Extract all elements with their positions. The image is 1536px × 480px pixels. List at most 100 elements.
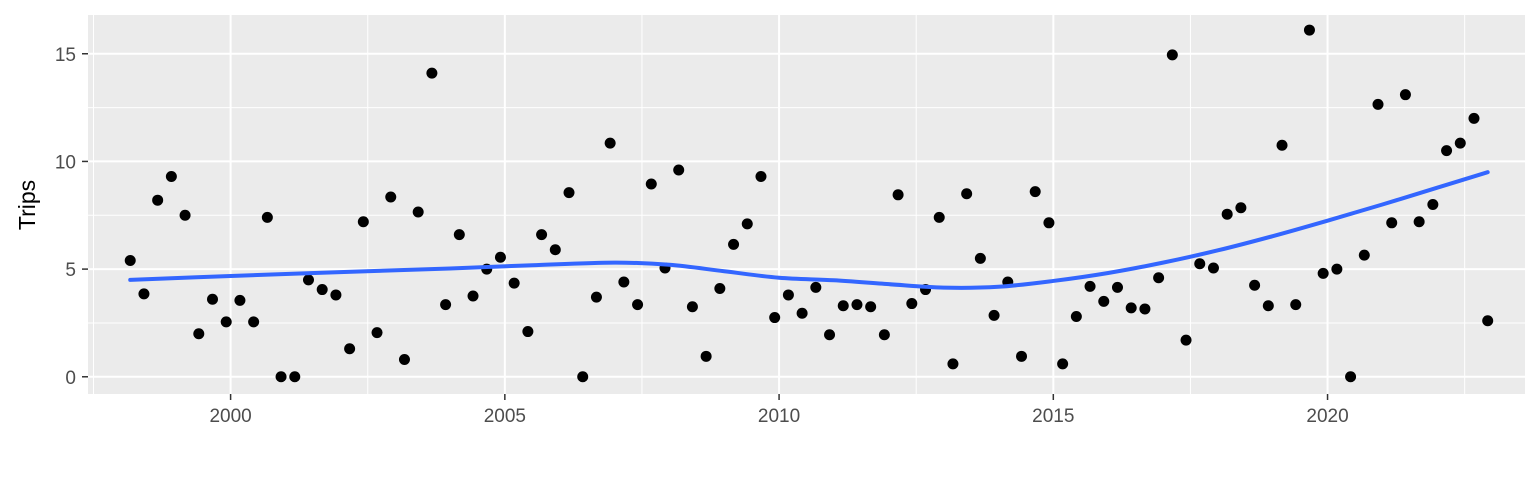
y-axis: 0 5 10 15 (55, 45, 88, 389)
data-point (357, 216, 369, 228)
data-point (152, 194, 164, 206)
data-points (124, 24, 1494, 383)
data-point (1153, 272, 1165, 284)
data-point (124, 254, 136, 266)
data-point (330, 289, 342, 301)
x-tick-label: 2015 (1032, 406, 1074, 427)
y-tick-label: 0 (65, 368, 76, 389)
data-point (1125, 302, 1137, 314)
data-point (1441, 145, 1453, 157)
data-point (1468, 112, 1480, 124)
data-point (1057, 358, 1069, 370)
data-point (1358, 249, 1370, 261)
data-point (1098, 295, 1110, 307)
data-point (577, 371, 589, 383)
data-point (1331, 263, 1343, 275)
x-tick-label: 2020 (1306, 406, 1348, 427)
data-point (508, 277, 520, 289)
data-point (1249, 279, 1261, 291)
plot-panel (88, 15, 1525, 394)
data-point (440, 299, 452, 311)
data-point (549, 244, 561, 256)
data-point (467, 290, 479, 302)
data-point (1454, 137, 1466, 149)
data-point (1399, 89, 1411, 101)
data-point (1317, 267, 1329, 279)
data-point (1482, 315, 1494, 327)
data-point (1427, 199, 1439, 210)
x-tick-label: 2005 (484, 406, 526, 427)
data-point (1139, 303, 1151, 315)
data-point (604, 137, 616, 149)
data-point (1303, 24, 1315, 36)
x-tick-label: 2010 (758, 406, 800, 427)
data-point (1084, 280, 1096, 292)
y-tick-label: 15 (55, 45, 76, 66)
data-point (1043, 217, 1055, 229)
data-point (673, 164, 685, 176)
data-point (248, 316, 260, 328)
data-point (138, 288, 150, 300)
data-point (522, 326, 534, 338)
data-point (344, 343, 356, 355)
data-point (1166, 49, 1178, 61)
data-point (1070, 310, 1082, 322)
data-point (398, 354, 410, 366)
data-point (947, 358, 959, 370)
data-point (220, 316, 232, 328)
data-point (645, 178, 657, 190)
data-point (1235, 202, 1247, 214)
data-point (906, 298, 918, 310)
y-tick-label: 10 (55, 152, 76, 173)
data-point (1221, 208, 1233, 220)
data-point (165, 171, 177, 183)
data-point (193, 328, 205, 340)
data-point (714, 282, 726, 294)
data-point (207, 293, 219, 305)
data-point (618, 276, 630, 288)
data-point (878, 329, 890, 341)
data-point (933, 211, 945, 223)
data-point (1262, 300, 1274, 312)
data-point (563, 187, 575, 199)
data-point (494, 251, 506, 263)
data-point (426, 67, 438, 79)
data-point (769, 312, 781, 324)
data-point (412, 206, 424, 218)
data-point (453, 229, 465, 241)
data-point (590, 291, 602, 303)
data-point (1029, 186, 1041, 198)
data-point (261, 211, 273, 223)
data-point (1180, 334, 1192, 346)
data-point (1276, 139, 1288, 151)
data-point (796, 307, 808, 319)
y-tick-label: 5 (65, 260, 76, 281)
data-point (824, 329, 836, 341)
data-point (385, 191, 397, 203)
data-point (289, 371, 301, 383)
data-point (1413, 216, 1425, 228)
data-point (1345, 371, 1357, 383)
data-point (632, 299, 644, 311)
data-point (988, 309, 1000, 321)
data-point (892, 189, 904, 201)
smooth-trend-line (128, 170, 1490, 290)
data-point (1016, 350, 1028, 362)
data-point (961, 188, 973, 200)
data-point (686, 301, 698, 313)
x-tick-label: 2000 (209, 406, 251, 427)
data-point (1372, 98, 1384, 110)
data-point (851, 299, 863, 311)
data-point (179, 209, 191, 221)
data-point (1194, 258, 1206, 270)
data-point (837, 300, 849, 312)
data-point (782, 289, 794, 301)
major-gridlines (88, 15, 1525, 394)
data-point (1207, 262, 1219, 274)
data-point (275, 371, 287, 383)
data-point (234, 294, 246, 306)
data-point (316, 284, 328, 296)
data-point (728, 238, 740, 250)
data-point (302, 274, 314, 286)
data-point (741, 218, 753, 230)
